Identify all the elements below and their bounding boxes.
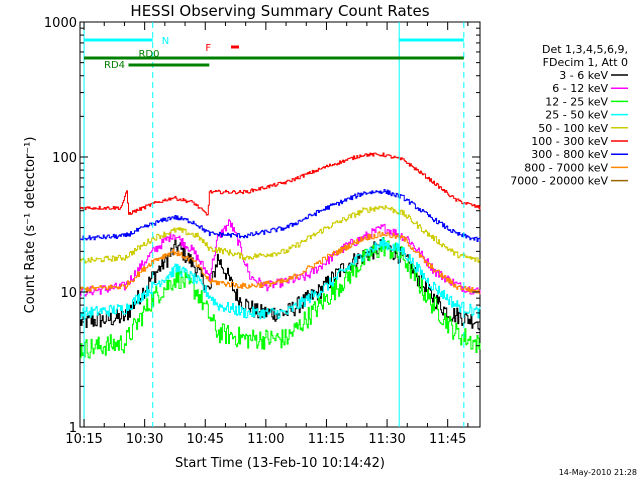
legend-label-6-12-kev: 6 - 12 keV (552, 82, 608, 95)
x-tick-label: 10:30 (126, 432, 163, 447)
series-layer (80, 152, 481, 359)
legend-label-12-25-kev: 12 - 25 keV (545, 95, 608, 108)
legend-label-800-7000-kev: 800 - 7000 keV (524, 161, 608, 174)
y-axis-label: Count Rate (s⁻¹ detector⁻¹) (23, 137, 38, 314)
legend-label-100-300-kev: 100 - 300 keV (531, 135, 608, 148)
marker-layer (83, 22, 465, 427)
flag-label-rd0: RD0 (138, 49, 159, 60)
legend-label-300-800-kev: 300 - 800 keV (531, 148, 608, 161)
series-line-800-7000-kev (80, 231, 481, 295)
footer-timestamp: 14-May-2010 21:28 (559, 468, 637, 477)
legend-label-7000-20000-kev: 7000 - 20000 keV (510, 175, 608, 188)
x-axis-label: Start Time (13-Feb-10 10:14:42) (175, 456, 385, 471)
y-tick-label: 10 (60, 286, 77, 301)
plot-frame (79, 21, 481, 428)
x-tick-label: 10:15 (65, 432, 102, 447)
legend-header-line-1: Det 1,3,4,5,6,9, (542, 43, 628, 56)
legend-label-3-6-kev: 3 - 6 keV (559, 69, 608, 82)
flag-label-f: F (205, 43, 211, 54)
series-line-25-50-kev (80, 237, 481, 320)
flag-label-rd4: RD4 (104, 60, 125, 71)
x-tick-label: 11:30 (368, 432, 405, 447)
axis-layer: 10:15 10:30 10:45 11:00 11:15 11:30 11:45 1 10 10… (44, 16, 480, 447)
flag-label-n: N (162, 36, 169, 47)
x-tick-label: 11:15 (308, 432, 345, 447)
series-line-6-12-kev (80, 219, 481, 297)
series-line-50-100-kev (80, 205, 481, 264)
legend-label-50-100-kev: 50 - 100 keV (538, 122, 608, 135)
y-tick-label: 1000 (44, 16, 77, 31)
y-tick-label: 100 (52, 151, 77, 166)
legend-header-line-2: FDecim 1, Att 0 (543, 56, 628, 69)
x-tick-label: 11:00 (247, 432, 284, 447)
x-tick-label: 10:45 (187, 432, 224, 447)
series-line-300-800-kev (80, 189, 481, 242)
y-tick-label: 1 (69, 421, 77, 436)
chart-title: HESSI Observing Summary Count Rates (130, 2, 429, 20)
series-line-100-300-kev (80, 152, 481, 216)
x-tick-label: 11:45 (429, 432, 466, 447)
legend-label-25-50-kev: 25 - 50 keV (545, 109, 608, 122)
legend: Det 1,3,4,5,6,9, FDecim 1, Att 0 3 - 6 k… (510, 43, 628, 188)
